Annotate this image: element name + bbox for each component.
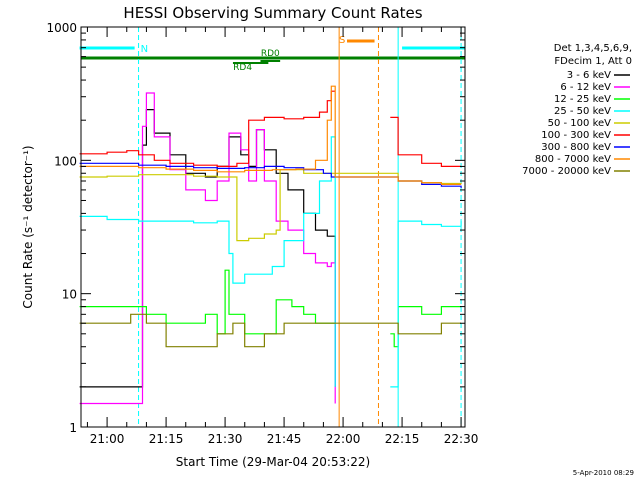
legend-entry-label: 12 - 25 keV <box>554 94 611 105</box>
series-line-5 <box>390 116 462 167</box>
x-tick-label: 22:15 <box>385 432 420 446</box>
rd4-flag-label: RD4 <box>233 63 252 73</box>
series-layer <box>79 85 462 405</box>
x-tick-label: 21:45 <box>267 432 302 446</box>
series-line-2 <box>390 306 462 348</box>
x-tick-label: 22:00 <box>326 432 361 446</box>
series-line-2 <box>79 269 336 335</box>
x-tick-label: 21:15 <box>149 432 184 446</box>
legend-entry-label: 800 - 7000 keV <box>535 154 611 165</box>
legend-entry-label: 7000 - 20000 keV <box>522 166 611 177</box>
series-line-7 <box>79 85 462 185</box>
footer-date: 5-Apr-2010 08:29 <box>573 469 634 477</box>
legend-entry-label: 3 - 6 keV <box>567 70 611 81</box>
legend-entry-label: 300 - 800 keV <box>541 142 611 153</box>
saa-flag-label: S <box>339 35 345 46</box>
legend-header-line-1: Det 1,3,4,5,6,9, <box>554 43 632 54</box>
series-line-3 <box>390 220 462 388</box>
series-line-5 <box>79 90 336 167</box>
series-line-0 <box>79 109 336 388</box>
y-tick-label: 1 <box>69 421 77 435</box>
series-line-8 <box>79 313 462 348</box>
y-tick-label: 10 <box>62 288 77 302</box>
series-line-4 <box>79 169 462 242</box>
legend-entry-label: 100 - 300 keV <box>541 130 611 141</box>
ticks-layer: 21:00 21:15 21:30 21:45 22:00 22:15 22:30 1 10 10… <box>46 21 478 446</box>
legend-header-line-2: FDecim 1, Att 0 <box>554 56 632 67</box>
x-tick-label: 21:00 <box>90 432 125 446</box>
x-tick-label: 22:30 <box>444 432 479 446</box>
x-tick-label: 21:30 <box>208 432 243 446</box>
y-axis-label: Count Rate (s⁻¹ detector⁻¹) <box>21 145 35 308</box>
plot-frame <box>80 26 466 428</box>
legend-entry-label: 25 - 50 keV <box>554 106 611 117</box>
x-axis-label: Start Time (29-Mar-04 20:53:22) <box>176 455 370 469</box>
rd0-flag-label: RD0 <box>261 49 280 59</box>
series-line-1 <box>79 92 336 405</box>
chart-title: HESSI Observing Summary Count Rates <box>123 4 422 22</box>
axes-layer <box>80 26 466 428</box>
flag-layer: N RD0 RD4 S <box>79 27 465 427</box>
y-tick-label: 100 <box>54 154 77 168</box>
series-line-3 <box>79 136 336 387</box>
y-tick-label: 1000 <box>46 21 77 35</box>
legend-entry-label: 50 - 100 keV <box>548 118 612 129</box>
legend-entry-label: 6 - 12 keV <box>560 82 611 93</box>
night-flag-label: N <box>141 44 148 55</box>
